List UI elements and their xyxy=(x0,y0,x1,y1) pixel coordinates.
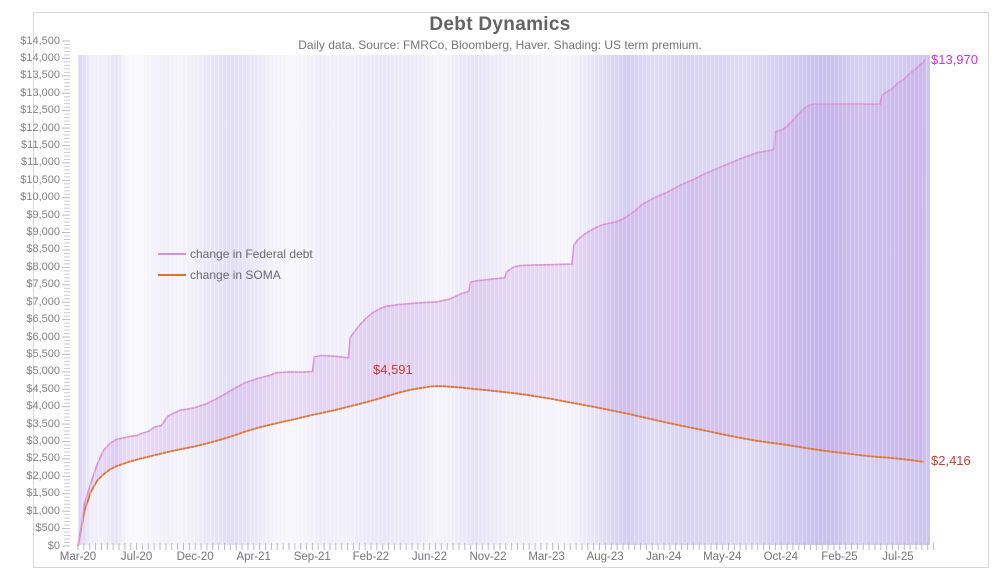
y-tick-label: $7,500 xyxy=(26,278,60,291)
chart-subtitle: Daily data. Source: FMRCo, Bloomberg, Ha… xyxy=(298,38,702,52)
y-tick-label: $0 xyxy=(47,539,60,552)
y-tick-label: $14,500 xyxy=(20,34,60,47)
x-tick-label: Nov-22 xyxy=(469,551,507,563)
annotation-federal-end: $13,970 xyxy=(931,52,978,67)
annotation-soma-peak: $4,591 xyxy=(373,362,413,377)
x-tick-label: Dec-20 xyxy=(176,551,214,563)
y-tick-label: $6,000 xyxy=(26,330,60,343)
x-tick-label: Oct-24 xyxy=(763,551,799,563)
x-tick-label: Feb-22 xyxy=(352,551,390,563)
federal-debt-swatch xyxy=(158,253,186,255)
area-between-lines xyxy=(78,59,925,546)
axis-ticks xyxy=(62,40,935,550)
y-tick-label: $12,000 xyxy=(20,121,60,134)
y-tick-label: $12,500 xyxy=(20,104,60,117)
y-tick-label: $3,500 xyxy=(26,417,60,430)
legend-label-soma: change in SOMA xyxy=(190,268,281,282)
y-tick-label: $6,500 xyxy=(26,313,60,326)
y-tick-label: $11,000 xyxy=(21,156,60,169)
y-tick-label: $8,000 xyxy=(26,260,60,273)
y-tick-label: $1,000 xyxy=(26,504,60,517)
x-tick-label: Apr-21 xyxy=(236,551,271,563)
x-tick-label: Jan-24 xyxy=(646,551,682,563)
soma-swatch xyxy=(158,274,186,276)
y-tick-label: $14,000 xyxy=(20,51,60,64)
federal-debt-line xyxy=(77,59,926,547)
y-tick-label: $2,000 xyxy=(26,469,60,482)
y-tick-label: $13,500 xyxy=(20,69,60,82)
x-tick-label: Jul-25 xyxy=(882,551,914,563)
legend-item-soma: change in SOMA xyxy=(158,268,281,282)
y-tick-label: $8,500 xyxy=(26,243,60,256)
annotation-soma-end: $2,416 xyxy=(931,453,971,468)
y-tick-label: $11,500 xyxy=(21,138,60,151)
x-tick-label: May-24 xyxy=(703,551,742,563)
y-tick-label: $4,500 xyxy=(26,382,60,395)
y-tick-label: $5,500 xyxy=(26,347,60,360)
legend-item-federal-debt: change in Federal debt xyxy=(158,247,313,261)
y-tick-label: $5,000 xyxy=(26,365,60,378)
y-tick-label: $13,000 xyxy=(20,86,60,99)
y-tick-label: $10,000 xyxy=(20,191,60,204)
legend-label-federal-debt: change in Federal debt xyxy=(190,247,313,261)
y-tick-label: $10,500 xyxy=(20,173,60,186)
y-tick-label: $2,500 xyxy=(26,452,60,465)
x-tick-label: Mar-20 xyxy=(59,551,97,563)
x-tick-label: Sep-21 xyxy=(293,551,331,563)
x-tick-label: Mar-23 xyxy=(528,551,565,563)
y-tick-label: $4,000 xyxy=(26,400,60,413)
soma-line xyxy=(77,385,924,547)
y-tick-label: $9,000 xyxy=(26,226,60,239)
y-tick-label: $1,500 xyxy=(26,487,60,500)
x-tick-label: Jul-20 xyxy=(120,551,153,563)
x-tick-label: Jun-22 xyxy=(411,551,447,563)
y-tick-label: $3,000 xyxy=(26,435,60,448)
x-tick-label: Aug-23 xyxy=(586,551,624,563)
y-tick-label: $9,500 xyxy=(26,208,60,221)
y-tick-label: $500 xyxy=(35,522,60,535)
term-premium-shading xyxy=(78,55,930,545)
chart-title: Debt Dynamics xyxy=(429,14,571,35)
y-tick-label: $7,000 xyxy=(26,295,60,308)
x-tick-label: Feb-25 xyxy=(821,551,858,563)
